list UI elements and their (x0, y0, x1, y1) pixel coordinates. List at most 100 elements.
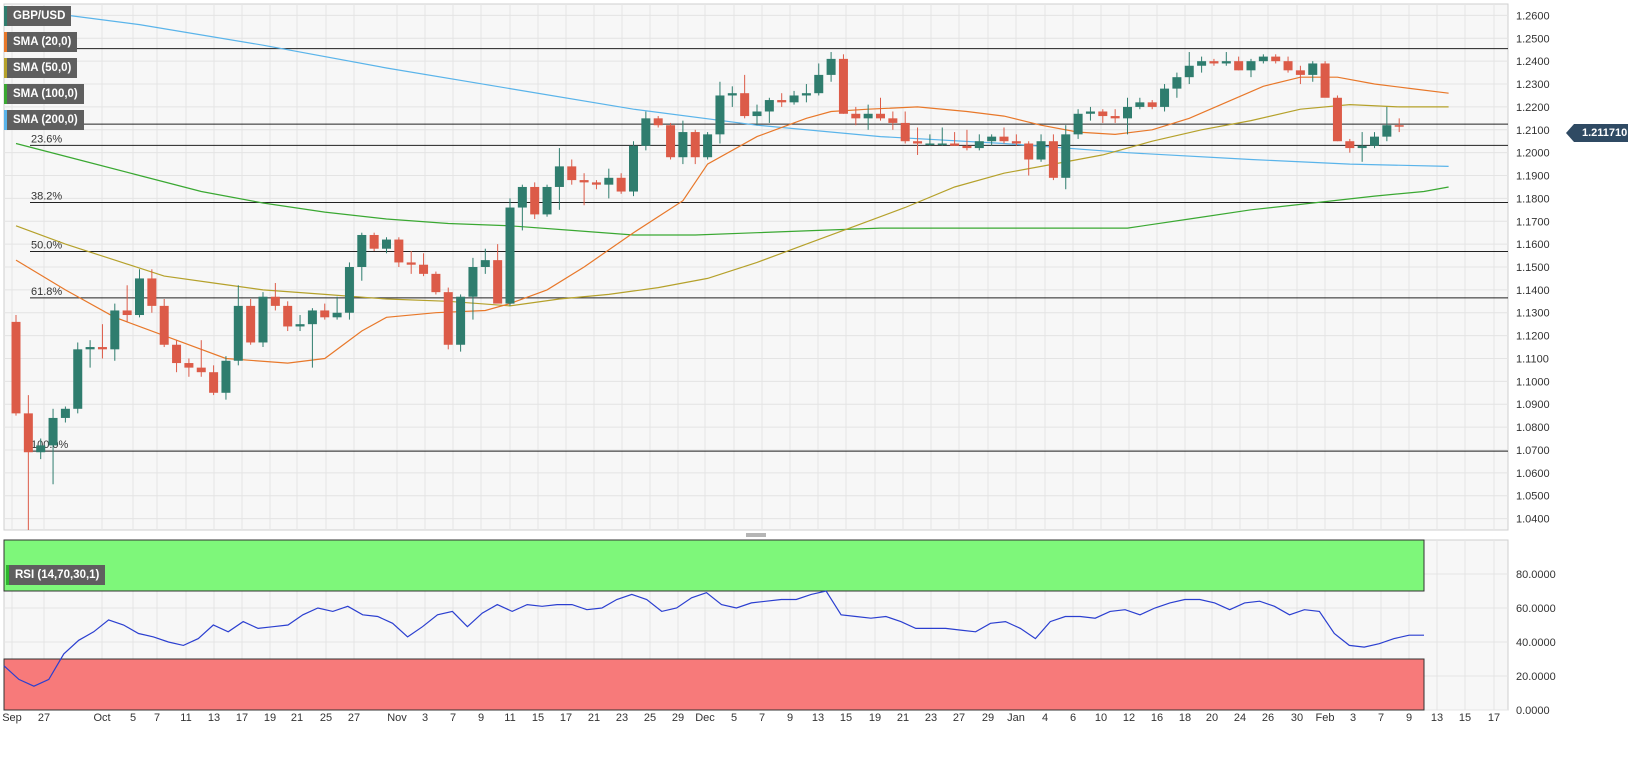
candle-body (110, 310, 120, 350)
x-tick-label: Jan (1007, 712, 1025, 724)
candle-body (690, 132, 700, 158)
price-tick-label: 1.2000 (1516, 148, 1550, 160)
candle-body (1147, 102, 1157, 107)
candle-body (616, 177, 626, 192)
candle-body (73, 349, 83, 409)
x-tick-label: 19 (264, 712, 276, 724)
candle-body (406, 262, 416, 265)
candle-body (493, 260, 503, 304)
rsi-oversold-zone (3, 658, 1425, 711)
candle-body (122, 310, 132, 316)
price-tick-label: 1.1400 (1516, 285, 1550, 297)
candle-body (1098, 111, 1108, 117)
x-tick-label: Dec (695, 712, 715, 724)
x-tick-label: 11 (504, 712, 515, 724)
candle-body (480, 260, 490, 267)
candle-body (703, 134, 713, 158)
candle-body (1048, 141, 1058, 178)
x-tick-label: 10 (1095, 712, 1107, 724)
candle-body (1036, 141, 1046, 160)
candle-body (369, 234, 379, 249)
x-tick-label: 25 (644, 712, 656, 724)
candle-body (1332, 97, 1342, 142)
candle-body (270, 296, 280, 306)
fibonacci-label: 23.6% (31, 133, 62, 145)
sma-20-line (15, 76, 1449, 364)
candle-body (184, 363, 194, 368)
sma-100-line (15, 142, 1449, 236)
candle-body (221, 360, 231, 393)
candle-body (777, 100, 787, 103)
candle-body (1209, 61, 1219, 64)
x-tick-label: 7 (154, 712, 160, 724)
price-tick-label: 1.2400 (1516, 56, 1550, 68)
candle-body (307, 310, 317, 325)
candle-body (801, 93, 811, 96)
price-tick-label: 1.1900 (1516, 171, 1550, 183)
candle-body (987, 136, 997, 142)
candle-body (11, 321, 21, 414)
x-tick-label: 13 (208, 712, 220, 724)
rsi-overbought-zone (3, 539, 1425, 592)
candle-body (517, 186, 527, 208)
candle-body (468, 267, 478, 297)
candle-body (258, 296, 268, 343)
candle-body (727, 93, 737, 96)
fibonacci-label: 38.2% (31, 191, 62, 203)
candle-body (344, 267, 354, 313)
candle-body (913, 141, 923, 144)
price-tick-label: 1.0800 (1516, 422, 1550, 434)
legend-sma50-swatch (4, 58, 7, 78)
price-tick-label: 1.0500 (1516, 491, 1550, 503)
candle-body (357, 234, 367, 267)
price-tick-label: 1.1700 (1516, 216, 1550, 228)
candle-body (85, 347, 95, 350)
x-tick-label: 27 (953, 712, 965, 724)
x-tick-label: 29 (672, 712, 684, 724)
x-tick-label: 17 (1488, 712, 1500, 724)
candle-body (419, 264, 429, 274)
x-tick-label: 17 (560, 712, 572, 724)
x-tick-label: 5 (731, 712, 737, 724)
x-tick-label: 5 (130, 712, 136, 724)
x-tick-label: 21 (588, 712, 600, 724)
x-tick-label: 26 (1262, 712, 1274, 724)
candlesticks (11, 52, 1404, 530)
x-tick-label: Oct (93, 712, 110, 724)
candle-body (196, 367, 206, 373)
candle-body (1197, 61, 1207, 66)
axes: 1.0400 1.0500 1.0600 1.0700 1.0800 1.0900 1.10… (2, 10, 1556, 724)
legend-sma200-swatch (4, 110, 7, 130)
x-tick-label: 9 (787, 712, 793, 724)
x-tick-label: 25 (320, 712, 332, 724)
candle-body (863, 113, 873, 119)
rsi-tick-label: 20.0000 (1516, 671, 1556, 683)
candle-body (715, 95, 725, 135)
candle-body (814, 74, 824, 94)
rsi-legend-swatch (6, 565, 9, 585)
x-tick-label: Sep (2, 712, 22, 724)
candle-body (851, 113, 861, 119)
candle-body (567, 166, 577, 181)
x-tick-label: 7 (759, 712, 765, 724)
price-tick-label: 1.0700 (1516, 445, 1550, 457)
candle-body (542, 186, 552, 215)
candle-body (246, 305, 256, 343)
x-tick-label: 30 (1291, 712, 1303, 724)
x-tick-label: 15 (840, 712, 852, 724)
price-tick-label: 1.1000 (1516, 376, 1550, 388)
x-tick-label: Nov (387, 712, 407, 724)
legend-symbol-swatch (4, 6, 7, 26)
x-tick-label: 29 (982, 712, 994, 724)
candle-body (752, 111, 762, 117)
last-price-tag: 1.211710 (1565, 124, 1628, 142)
candle-body (764, 100, 774, 112)
price-tick-label: 1.2600 (1516, 10, 1550, 22)
price-tick-label: 1.1300 (1516, 308, 1550, 320)
candle-body (740, 93, 750, 117)
price-tick-label: 1.2100 (1516, 125, 1550, 137)
candle-body (591, 182, 601, 185)
candle-body (1234, 61, 1244, 71)
candle-body (1382, 125, 1392, 137)
legend-sma20-swatch (4, 32, 7, 52)
